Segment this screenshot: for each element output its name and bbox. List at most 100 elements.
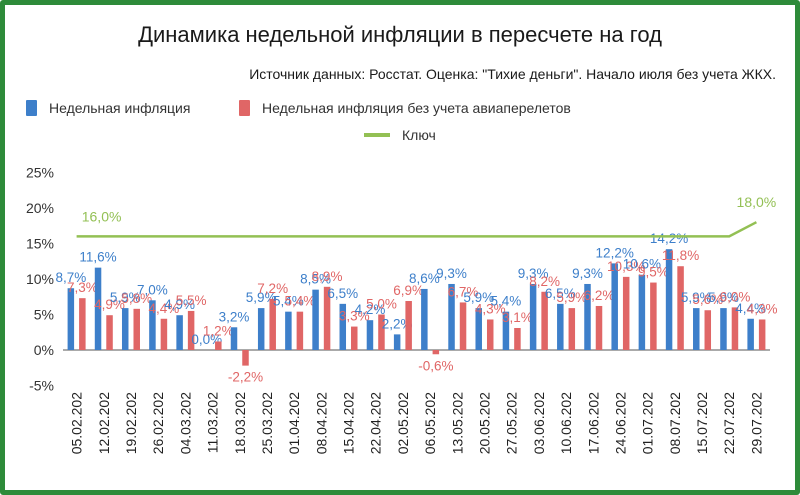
- data-label-weekly: 0,0%: [191, 332, 222, 347]
- data-label-ex-air: 7,2%: [257, 281, 288, 296]
- bar-ex-air: [106, 315, 113, 350]
- bar-ex-air: [486, 319, 494, 350]
- data-label-ex-air: 4,9%: [94, 297, 125, 312]
- bar-weekly: [67, 288, 75, 350]
- bar-weekly: [638, 274, 646, 350]
- data-label-ex-air: -2,2%: [228, 370, 263, 385]
- data-label-ex-air: 11,8%: [662, 248, 699, 263]
- data-label-ex-air: 6,2%: [584, 288, 615, 303]
- bar-weekly: [312, 289, 319, 350]
- bar-weekly: [720, 308, 727, 350]
- chart-subtitle: Источник данных: Росстат. Оценка: "Тихие…: [249, 66, 776, 82]
- bar-ex-air: [242, 350, 249, 366]
- y-tick-label: -5%: [29, 378, 54, 394]
- bar-ex-air: [568, 308, 576, 350]
- bar-ex-air: [323, 286, 331, 350]
- bar-weekly: [176, 315, 183, 350]
- x-tick-label: 17.06.202: [585, 392, 601, 454]
- bar-ex-air: [215, 341, 222, 350]
- y-tick-label: 0%: [34, 342, 54, 358]
- x-tick-label: 29.07.202: [748, 392, 764, 454]
- data-label-weekly: 4,2%: [355, 302, 386, 317]
- data-label-weekly: 9,3%: [572, 266, 603, 281]
- key-rate-line: [76, 221, 757, 238]
- data-label-weekly: 8,5%: [300, 272, 331, 287]
- bar-weekly: [421, 288, 428, 350]
- legend-swatch-key-rate: [364, 133, 390, 137]
- bar-weekly: [149, 300, 156, 350]
- x-tick-label: 08.04.202: [313, 392, 329, 454]
- data-label-ex-air: -0,6%: [418, 358, 453, 373]
- y-tick-label: 5%: [34, 307, 54, 323]
- y-tick-label: 10%: [26, 271, 54, 287]
- data-label-weekly: 5,4%: [491, 294, 522, 309]
- y-tick-label: 20%: [26, 200, 54, 216]
- bar-weekly: [94, 267, 102, 350]
- data-label-weekly: 3,2%: [219, 309, 250, 324]
- bar-ex-air: [405, 301, 412, 350]
- x-tick-label: 18.03.202: [232, 392, 248, 454]
- data-label-ex-air: 6,9%: [393, 283, 424, 298]
- bar-ex-air: [378, 314, 385, 350]
- x-tick-label: 24.06.202: [612, 392, 628, 454]
- x-tick-label: 27.05.202: [504, 392, 520, 454]
- data-label-ex-air: 5,5%: [176, 293, 207, 308]
- x-tick-label: 04.03.202: [177, 392, 193, 454]
- data-label-weekly: 4,4%: [735, 301, 766, 316]
- bar-weekly: [121, 308, 129, 350]
- data-label-weekly: 12,2%: [596, 245, 634, 260]
- bar-weekly: [693, 308, 700, 350]
- data-label-ex-air: 8,2%: [529, 274, 560, 289]
- bar-weekly: [230, 327, 238, 350]
- data-label-weekly: 7,0%: [137, 282, 168, 297]
- x-tick-label: 06.05.202: [422, 392, 438, 454]
- bar-weekly: [611, 263, 618, 350]
- y-tick-label: 25%: [26, 165, 54, 181]
- legend-label-ex-air: Недельная инфляция без учета авиаперелет…: [262, 100, 571, 116]
- bar-ex-air: [296, 311, 304, 350]
- bar-ex-air: [758, 319, 766, 350]
- legend-item-weekly: Недельная инфляция: [26, 100, 190, 116]
- bar-weekly: [502, 311, 510, 350]
- data-label-ex-air: 5,0%: [366, 297, 397, 312]
- x-tick-label: 01.07.202: [640, 392, 656, 454]
- data-label-weekly: 11,6%: [79, 250, 116, 265]
- bar-weekly: [475, 308, 482, 350]
- data-label-weekly: 8,7%: [55, 270, 86, 285]
- data-label-weekly: 9,3%: [436, 266, 467, 281]
- data-label-key-rate: 16,0%: [82, 208, 122, 224]
- legend-label-weekly: Недельная инфляция: [49, 100, 191, 116]
- data-label-weekly: 10,6%: [623, 257, 661, 272]
- bar-ex-air: [79, 298, 86, 350]
- bar-weekly: [339, 303, 347, 350]
- bar-ex-air: [351, 326, 358, 350]
- bar-weekly: [366, 320, 374, 350]
- legend-item-key-rate: Ключ: [364, 127, 436, 143]
- bar-ex-air: [269, 298, 276, 350]
- data-label-key-rate: 18,0%: [737, 194, 777, 210]
- bar-ex-air: [514, 327, 521, 350]
- bar-ex-air: [459, 302, 467, 350]
- bar-weekly: [665, 249, 673, 350]
- legend-swatch-weekly: [26, 100, 37, 116]
- data-label-ex-air: 6,0%: [720, 289, 751, 304]
- data-label-ex-air: 4,4%: [149, 301, 180, 316]
- bar-ex-air: [677, 266, 684, 350]
- x-tick-label: 02.05.202: [395, 392, 411, 454]
- data-label-ex-air: 1,2%: [203, 323, 234, 338]
- bar-weekly: [584, 283, 591, 350]
- bar-weekly: [257, 308, 265, 350]
- data-label-weekly: 6,5%: [327, 286, 358, 301]
- data-label-ex-air: 5,8%: [121, 291, 152, 306]
- bar-weekly: [393, 334, 401, 350]
- x-tick-label: 01.04.202: [286, 392, 302, 454]
- x-tick-label: 15.07.202: [694, 392, 710, 454]
- data-label-weekly: 5,9%: [708, 290, 739, 305]
- x-tick-label: 25.03.202: [259, 392, 275, 454]
- data-label-weekly: 5,9%: [246, 290, 277, 305]
- legend-swatch-ex-air: [239, 100, 250, 116]
- data-label-weekly: 9,3%: [518, 266, 549, 281]
- bar-ex-air: [704, 310, 712, 350]
- data-label-weekly: 4,9%: [164, 297, 195, 312]
